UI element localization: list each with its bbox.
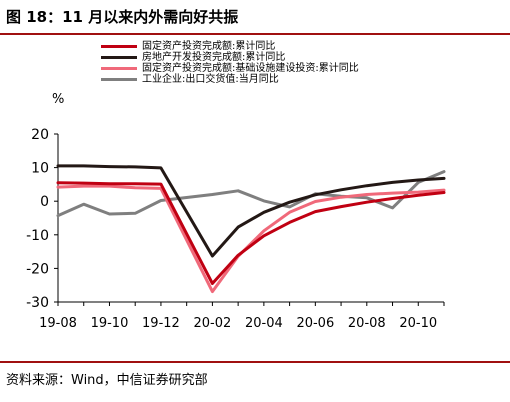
legend-label: 固定资产投资完成额:累计同比: [142, 41, 276, 52]
series-line-3: [56, 184, 446, 294]
legend-label: 工业企业:出口交货值:当月同比: [142, 74, 279, 85]
x-tick-label: 20-08: [348, 316, 386, 331]
legend-item: 固定资产投资完成额:基础设施建设投资:累计同比: [101, 63, 359, 74]
footer-rule: [0, 361, 510, 363]
y-tick-label: 0: [40, 194, 49, 210]
legend-swatch: [101, 78, 137, 81]
legend-label: 固定资产投资完成额:基础设施建设投资:累计同比: [142, 63, 359, 74]
x-tick-label: 19-08: [39, 316, 77, 331]
series-line-1: [56, 181, 446, 285]
series-line-4: [56, 170, 446, 218]
x-tick-label: 19-12: [142, 316, 180, 331]
y-tick-label: -30: [26, 295, 49, 311]
legend-swatch: [101, 45, 137, 48]
legend-item: 房地产开发投资完成额:累计同比: [101, 52, 359, 63]
series-line-2: [56, 164, 446, 258]
y-tick-label: -20: [26, 261, 49, 277]
y-tick-label: 10: [31, 161, 49, 177]
x-tick-label: 20-04: [245, 316, 283, 331]
legend-item: 工业企业:出口交货值:当月同比: [101, 74, 359, 85]
x-tick-label: 19-10: [91, 316, 129, 331]
figure-title: 图 18：11 月以来内外需向好共振: [6, 8, 239, 26]
y-tick-label: -10: [26, 228, 49, 244]
y-axis-unit: %: [52, 92, 65, 107]
x-tick-label: 20-10: [399, 316, 437, 331]
title-rule: [0, 33, 510, 35]
source-note: 资料来源：Wind，中信证券研究部: [6, 373, 208, 388]
chart-axes: 20 10 0 -10 -20 -30 19-08 19-10 19-12 20-02 20-04 2…: [26, 127, 445, 331]
legend-item: 固定资产投资完成额:累计同比: [101, 41, 359, 52]
legend-swatch: [101, 56, 137, 59]
legend-label: 房地产开发投资完成额:累计同比: [142, 52, 286, 63]
chart-series: [56, 164, 446, 294]
y-tick-label: 20: [31, 127, 49, 143]
chart-legend: 固定资产投资完成额:累计同比 房地产开发投资完成额:累计同比 固定资产投资完成额:基…: [101, 41, 359, 85]
x-tick-label: 20-06: [296, 316, 334, 331]
x-tick-label: 20-02: [194, 316, 232, 331]
legend-swatch: [101, 67, 137, 70]
